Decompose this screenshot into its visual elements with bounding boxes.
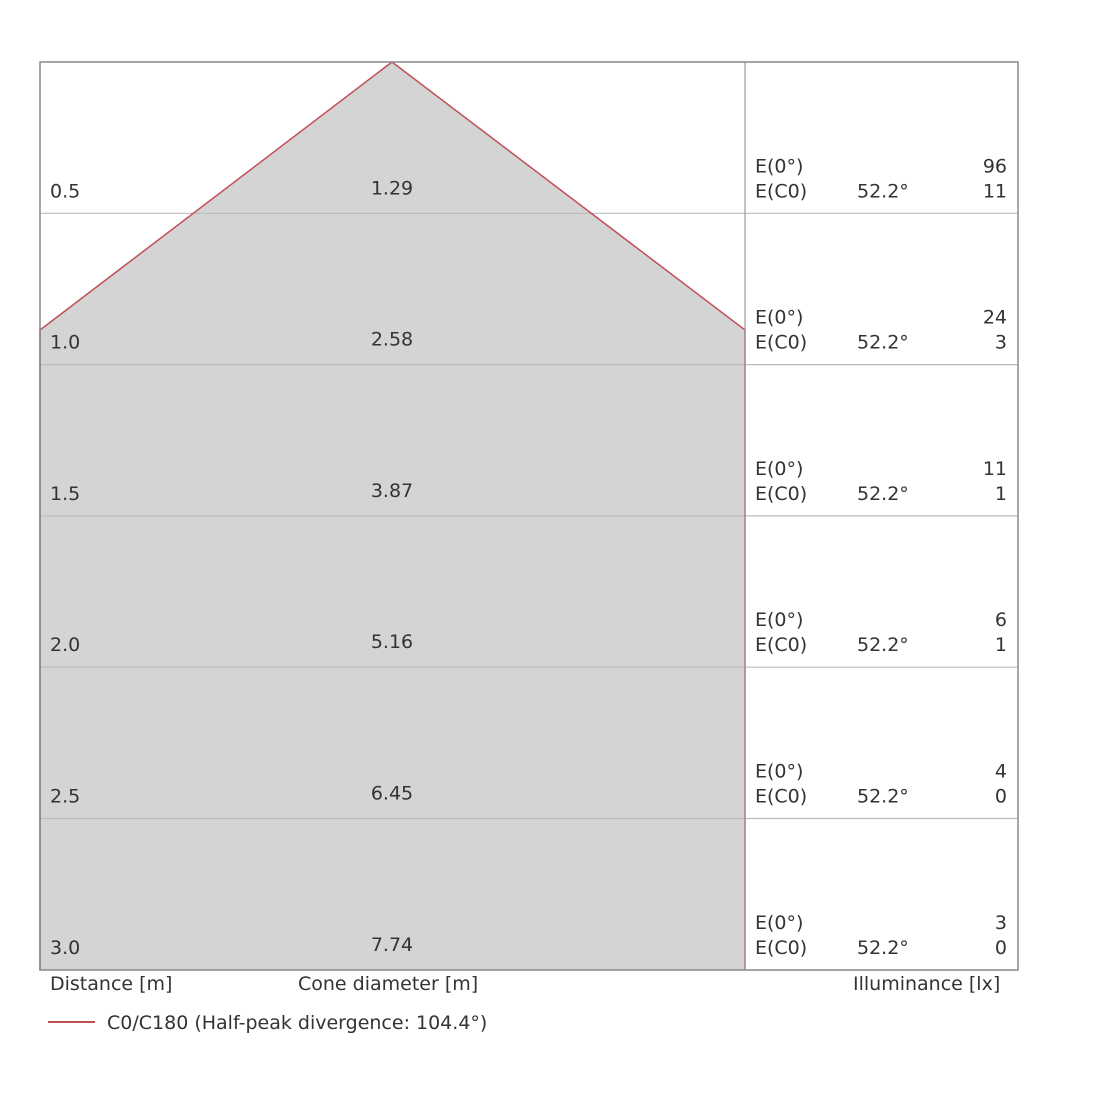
distance: 0.5 bbox=[50, 180, 80, 202]
ec0-label: E(C0) bbox=[755, 937, 807, 959]
angle: 52.2° bbox=[857, 332, 909, 354]
ec0-label: E(C0) bbox=[755, 180, 807, 202]
distance: 2.0 bbox=[50, 634, 80, 656]
ec0-label: E(C0) bbox=[755, 483, 807, 505]
ec0-value: 1 bbox=[995, 483, 1007, 505]
e0-label: E(0°) bbox=[755, 458, 803, 480]
cone-diameter: 3.87 bbox=[371, 480, 413, 502]
cone-diameter: 5.16 bbox=[371, 631, 413, 653]
e0-value: 6 bbox=[995, 609, 1007, 631]
cone-diameter: 7.74 bbox=[371, 934, 413, 956]
ec0-value: 3 bbox=[995, 332, 1007, 354]
e0-label: E(0°) bbox=[755, 761, 803, 783]
angle: 52.2° bbox=[857, 786, 909, 808]
e0-value: 11 bbox=[983, 458, 1007, 480]
ec0-label: E(C0) bbox=[755, 634, 807, 656]
angle: 52.2° bbox=[857, 634, 909, 656]
ec0-label: E(C0) bbox=[755, 786, 807, 808]
frame bbox=[39, 61, 1019, 971]
e0-label: E(0°) bbox=[755, 155, 803, 177]
angle: 52.2° bbox=[857, 180, 909, 202]
cone-diameter: 1.29 bbox=[371, 177, 413, 199]
e0-value: 3 bbox=[995, 912, 1007, 934]
ec0-value: 0 bbox=[995, 786, 1007, 808]
distance: 1.5 bbox=[50, 483, 80, 505]
illuminance-label: Illuminance [lx] bbox=[853, 973, 1000, 995]
ec0-value: 0 bbox=[995, 937, 1007, 959]
distance: 3.0 bbox=[50, 937, 80, 959]
distance-label: Distance [m] bbox=[50, 973, 172, 995]
ec0-label: E(C0) bbox=[755, 332, 807, 354]
ec0-value: 11 bbox=[983, 180, 1007, 202]
grid bbox=[40, 212, 1018, 820]
cone-diameter: 6.45 bbox=[371, 783, 413, 805]
e0-label: E(0°) bbox=[755, 307, 803, 329]
angle: 52.2° bbox=[857, 483, 909, 505]
e0-value: 96 bbox=[983, 155, 1007, 177]
ec0-value: 1 bbox=[995, 634, 1007, 656]
legend-text: C0/C180 (Half-peak divergence: 104.4°) bbox=[107, 1012, 487, 1034]
e0-value: 24 bbox=[983, 307, 1007, 329]
cone-diameter: 2.58 bbox=[371, 329, 413, 351]
e0-label: E(0°) bbox=[755, 912, 803, 934]
diameter-label: Cone diameter [m] bbox=[298, 973, 478, 995]
angle: 52.2° bbox=[857, 937, 909, 959]
e0-value: 4 bbox=[995, 761, 1007, 783]
distance: 1.0 bbox=[50, 332, 80, 354]
distance: 2.5 bbox=[50, 786, 80, 808]
e0-label: E(0°) bbox=[755, 609, 803, 631]
